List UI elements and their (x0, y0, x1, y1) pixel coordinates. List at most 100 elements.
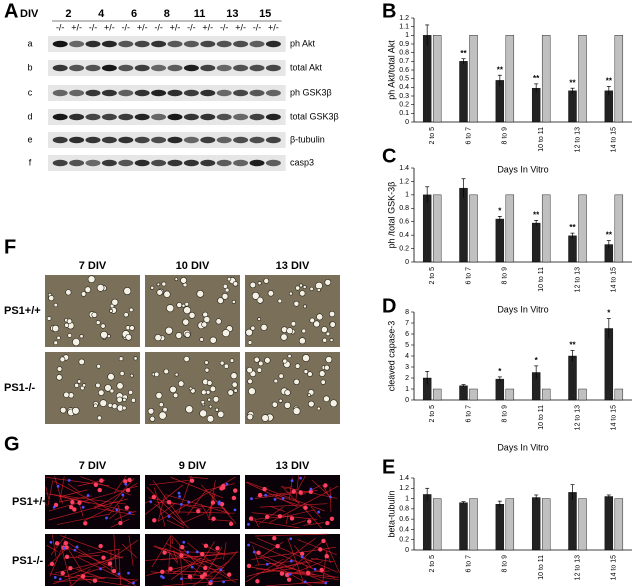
cell (166, 304, 175, 313)
bar (459, 502, 468, 551)
micrograph (45, 534, 140, 586)
cell (273, 378, 279, 384)
bar (614, 194, 624, 263)
soma (49, 561, 55, 567)
cell (307, 393, 312, 397)
cell (175, 332, 183, 339)
day-label: 15 (259, 8, 271, 20)
blot-band (85, 159, 101, 167)
soma (64, 545, 69, 550)
cell (93, 403, 98, 408)
panel-label: F (4, 236, 16, 258)
neurite (49, 543, 65, 577)
bar (422, 494, 432, 551)
nucleus (290, 479, 294, 483)
bar (614, 35, 624, 123)
soma (168, 566, 173, 572)
soma (98, 543, 103, 549)
soma (124, 505, 130, 510)
significance: ** (460, 49, 467, 58)
nucleus (117, 572, 121, 576)
micrograph (45, 352, 140, 424)
blot-band (151, 40, 167, 48)
x-tick-label: 8 to 9 (502, 127, 509, 145)
soma (111, 568, 117, 574)
blot-band (249, 136, 265, 144)
nucleus (182, 540, 186, 544)
neurite (254, 490, 318, 499)
nucleus (99, 567, 102, 571)
blot-band (134, 64, 150, 72)
genotype-label: -/- (89, 22, 98, 32)
neurite (276, 537, 316, 568)
neurite (275, 497, 309, 509)
nucleus (190, 565, 194, 569)
cell (214, 407, 219, 412)
x-tick-label: 12 to 13 (574, 405, 581, 430)
neurite (110, 550, 112, 573)
soma (200, 551, 205, 557)
neurite (51, 494, 91, 504)
cell (264, 357, 271, 364)
y-axis-label: beta-tubulin (386, 490, 396, 537)
significance: ** (569, 341, 576, 350)
x-tick-label: 6 to 7 (465, 267, 472, 285)
day-label: 13 (226, 8, 238, 20)
cell (233, 388, 238, 393)
soma (323, 483, 328, 488)
x-tick-label: 14 to 15 (611, 405, 618, 430)
nucleus (324, 581, 328, 585)
x-axis-label: Days In Vitro (497, 442, 548, 452)
soma (93, 482, 99, 487)
soma (279, 571, 285, 576)
cell (303, 369, 309, 374)
soma (248, 516, 254, 521)
nucleus (73, 548, 77, 552)
bar (459, 385, 468, 401)
cell (295, 285, 301, 291)
nucleus (67, 478, 71, 482)
cell (196, 290, 205, 298)
cell (325, 356, 333, 364)
neurite (329, 487, 332, 513)
cell (174, 372, 179, 377)
bar (505, 388, 515, 401)
soma (210, 500, 216, 505)
blot-band (249, 64, 265, 72)
y-tick-label: 0.2 (399, 245, 409, 252)
cell (158, 411, 167, 420)
cell (209, 336, 217, 344)
blot-band (52, 136, 68, 144)
y-tick-label: 0.6 (399, 67, 409, 74)
cell (118, 356, 124, 362)
neurite (270, 506, 286, 512)
neurite (172, 562, 193, 574)
x-axis-label: Days In Vitro (497, 164, 548, 174)
cell (80, 291, 87, 297)
cell (165, 326, 173, 335)
neurite (45, 476, 110, 487)
soma (325, 520, 330, 526)
cell (282, 358, 288, 364)
cell (232, 281, 239, 287)
neurite (325, 542, 340, 573)
cell (201, 389, 207, 396)
cell (227, 276, 232, 282)
significance: ** (497, 65, 504, 74)
cell (294, 363, 301, 369)
soma (219, 501, 225, 507)
neurite (187, 542, 231, 579)
bar (459, 61, 468, 123)
neurite (63, 554, 100, 559)
cell (205, 390, 211, 395)
soma (107, 561, 113, 566)
bar (578, 35, 587, 123)
nucleus (149, 500, 153, 504)
nucleus (187, 500, 191, 504)
cell (116, 396, 123, 403)
cell (231, 299, 236, 304)
blot-band (85, 89, 101, 97)
cell (78, 358, 85, 366)
micrograph (245, 275, 340, 347)
cell (130, 397, 136, 403)
